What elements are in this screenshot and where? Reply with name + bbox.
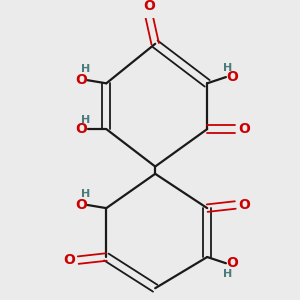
Text: O: O [226, 70, 238, 84]
Text: H: H [81, 189, 91, 199]
Text: H: H [223, 63, 232, 73]
Text: O: O [76, 122, 88, 136]
Text: O: O [76, 73, 88, 87]
Text: O: O [76, 198, 88, 212]
Text: H: H [223, 269, 232, 279]
Text: O: O [239, 122, 250, 136]
Text: O: O [143, 0, 155, 14]
Text: H: H [81, 115, 91, 125]
Text: O: O [239, 198, 250, 212]
Text: H: H [81, 64, 91, 74]
Text: O: O [226, 256, 238, 270]
Text: O: O [63, 253, 75, 267]
